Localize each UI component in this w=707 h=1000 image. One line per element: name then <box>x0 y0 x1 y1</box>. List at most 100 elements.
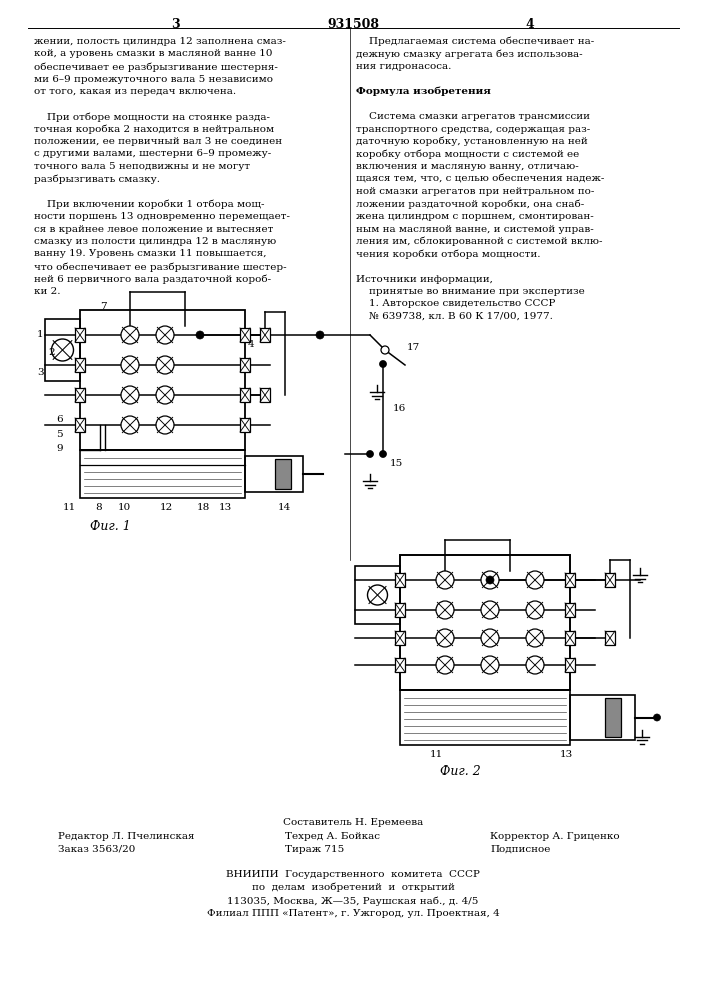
Bar <box>565 631 575 645</box>
Text: смазку из полости цилиндра 12 в масляную: смазку из полости цилиндра 12 в масляную <box>34 237 276 246</box>
Circle shape <box>121 386 139 404</box>
Bar <box>605 631 615 645</box>
Text: ки 2.: ки 2. <box>34 287 61 296</box>
Bar <box>240 328 250 342</box>
Text: дежную смазку агрегата без использова-: дежную смазку агрегата без использова- <box>356 49 583 59</box>
Text: При отборе мощности на стоянке разда-: При отборе мощности на стоянке разда- <box>34 112 270 121</box>
Bar <box>565 603 575 617</box>
Circle shape <box>481 656 499 674</box>
Text: Техред А. Бойкас: Техред А. Бойкас <box>285 832 380 841</box>
Circle shape <box>380 360 387 367</box>
Text: 18: 18 <box>197 503 210 512</box>
Bar <box>75 388 85 402</box>
Text: чения коробки отбора мощности.: чения коробки отбора мощности. <box>356 249 540 259</box>
Circle shape <box>368 585 387 605</box>
Text: 7: 7 <box>100 302 107 311</box>
Circle shape <box>156 356 174 374</box>
Text: щаяся тем, что, с целью обеспечения надеж-: щаяся тем, что, с целью обеспечения наде… <box>356 174 604 184</box>
Text: точная коробка 2 находится в нейтральном: точная коробка 2 находится в нейтральном <box>34 124 274 134</box>
Text: кой, а уровень смазки в масляной ванне 10: кой, а уровень смазки в масляной ванне 1… <box>34 49 272 58</box>
Text: ся в крайнее левое положение и вытесняет: ся в крайнее левое положение и вытесняет <box>34 225 274 233</box>
Bar <box>240 388 250 402</box>
Text: 17: 17 <box>407 343 420 352</box>
Bar <box>245 456 303 492</box>
Bar <box>260 328 270 342</box>
Bar <box>275 459 291 489</box>
Text: транспортного средства, содержащая раз-: транспортного средства, содержащая раз- <box>356 124 590 133</box>
Text: Подписное: Подписное <box>490 845 550 854</box>
Text: жении, полость цилиндра 12 заполнена смаз-: жении, полость цилиндра 12 заполнена сма… <box>34 37 286 46</box>
Text: 4: 4 <box>525 18 534 31</box>
Circle shape <box>380 450 387 458</box>
Text: Фиг. 1: Фиг. 1 <box>90 520 130 533</box>
Text: Тираж 715: Тираж 715 <box>285 845 344 854</box>
Circle shape <box>526 571 544 589</box>
Circle shape <box>526 601 544 619</box>
Bar <box>395 603 405 617</box>
Text: 3: 3 <box>170 18 180 31</box>
Text: 3: 3 <box>37 368 44 377</box>
Text: № 639738, кл. В 60 К 17/00, 1977.: № 639738, кл. В 60 К 17/00, 1977. <box>356 312 553 321</box>
Text: 1: 1 <box>37 330 44 339</box>
Text: ми 6–9 промежуточного вала 5 независимо: ми 6–9 промежуточного вала 5 независимо <box>34 75 273 84</box>
Text: Формула изобретения: Формула изобретения <box>356 87 491 97</box>
Circle shape <box>121 326 139 344</box>
Text: Фиг. 2: Фиг. 2 <box>440 765 480 778</box>
Text: 12: 12 <box>160 503 173 512</box>
Circle shape <box>156 416 174 434</box>
Text: При включении коробки 1 отбора мощ-: При включении коробки 1 отбора мощ- <box>34 200 264 209</box>
Text: ложении раздаточной коробки, она снаб-: ложении раздаточной коробки, она снаб- <box>356 200 584 209</box>
Text: 14: 14 <box>278 503 291 512</box>
Circle shape <box>436 601 454 619</box>
Circle shape <box>196 331 204 339</box>
Circle shape <box>481 629 499 647</box>
Text: разбрызгивать смазку.: разбрызгивать смазку. <box>34 174 160 184</box>
Text: Редактор Л. Пчелинская: Редактор Л. Пчелинская <box>58 832 194 841</box>
Text: 10: 10 <box>118 503 132 512</box>
Text: Предлагаемая система обеспечивает на-: Предлагаемая система обеспечивает на- <box>356 37 595 46</box>
Text: 9: 9 <box>56 444 63 453</box>
Text: 2: 2 <box>48 348 54 357</box>
Text: 13: 13 <box>219 503 233 512</box>
Circle shape <box>526 629 544 647</box>
Text: Система смазки агрегатов трансмиссии: Система смазки агрегатов трансмиссии <box>356 112 590 121</box>
Circle shape <box>481 571 499 589</box>
Text: Корректор А. Гриценко: Корректор А. Гриценко <box>490 832 619 841</box>
Bar <box>240 418 250 432</box>
Text: ния гидронасоса.: ния гидронасоса. <box>356 62 451 71</box>
Bar <box>565 658 575 672</box>
Circle shape <box>156 326 174 344</box>
Text: даточную коробку, установленную на ней: даточную коробку, установленную на ней <box>356 137 588 146</box>
Bar <box>395 658 405 672</box>
Text: Филиал ППП «Патент», г. Ужгород, ул. Проектная, 4: Филиал ППП «Патент», г. Ужгород, ул. Про… <box>206 909 499 918</box>
Circle shape <box>486 576 494 584</box>
Text: коробку отбора мощности с системой ее: коробку отбора мощности с системой ее <box>356 149 579 159</box>
Text: Составитель Н. Еремеева: Составитель Н. Еремеева <box>283 818 423 827</box>
Circle shape <box>436 571 454 589</box>
Circle shape <box>156 386 174 404</box>
Circle shape <box>436 629 454 647</box>
Text: по  делам  изобретений  и  открытий: по делам изобретений и открытий <box>252 883 455 892</box>
Text: ления им, сблокированной с системой вклю-: ления им, сблокированной с системой вклю… <box>356 237 602 246</box>
Bar <box>565 573 575 587</box>
Text: жена цилиндром с поршнем, смонтирован-: жена цилиндром с поршнем, смонтирован- <box>356 212 594 221</box>
Text: 15: 15 <box>390 459 403 468</box>
Bar <box>605 573 615 587</box>
Circle shape <box>121 356 139 374</box>
Text: 13: 13 <box>560 750 573 759</box>
Text: точного вала 5 неподвижны и не могут: точного вала 5 неподвижны и не могут <box>34 162 250 171</box>
Circle shape <box>366 450 373 458</box>
Bar <box>400 690 570 745</box>
Text: принятые во внимание при экспертизе: принятые во внимание при экспертизе <box>356 287 585 296</box>
Text: 4: 4 <box>248 340 255 349</box>
Circle shape <box>381 346 389 354</box>
Text: ной смазки агрегатов при нейтральном по-: ной смазки агрегатов при нейтральном по- <box>356 187 595 196</box>
Bar <box>80 310 245 450</box>
Text: 113035, Москва, Ж—35, Раушская наб., д. 4/5: 113035, Москва, Ж—35, Раушская наб., д. … <box>228 896 479 906</box>
Circle shape <box>653 714 660 721</box>
Bar <box>75 328 85 342</box>
Text: ВНИИПИ  Государственного  комитета  СССР: ВНИИПИ Государственного комитета СССР <box>226 870 480 879</box>
Text: 6: 6 <box>56 415 63 424</box>
Text: обеспечивает ее разбрызгивание шестерня-: обеспечивает ее разбрызгивание шестерня- <box>34 62 278 72</box>
Text: ным на масляной ванне, и системой управ-: ным на масляной ванне, и системой управ- <box>356 225 594 233</box>
